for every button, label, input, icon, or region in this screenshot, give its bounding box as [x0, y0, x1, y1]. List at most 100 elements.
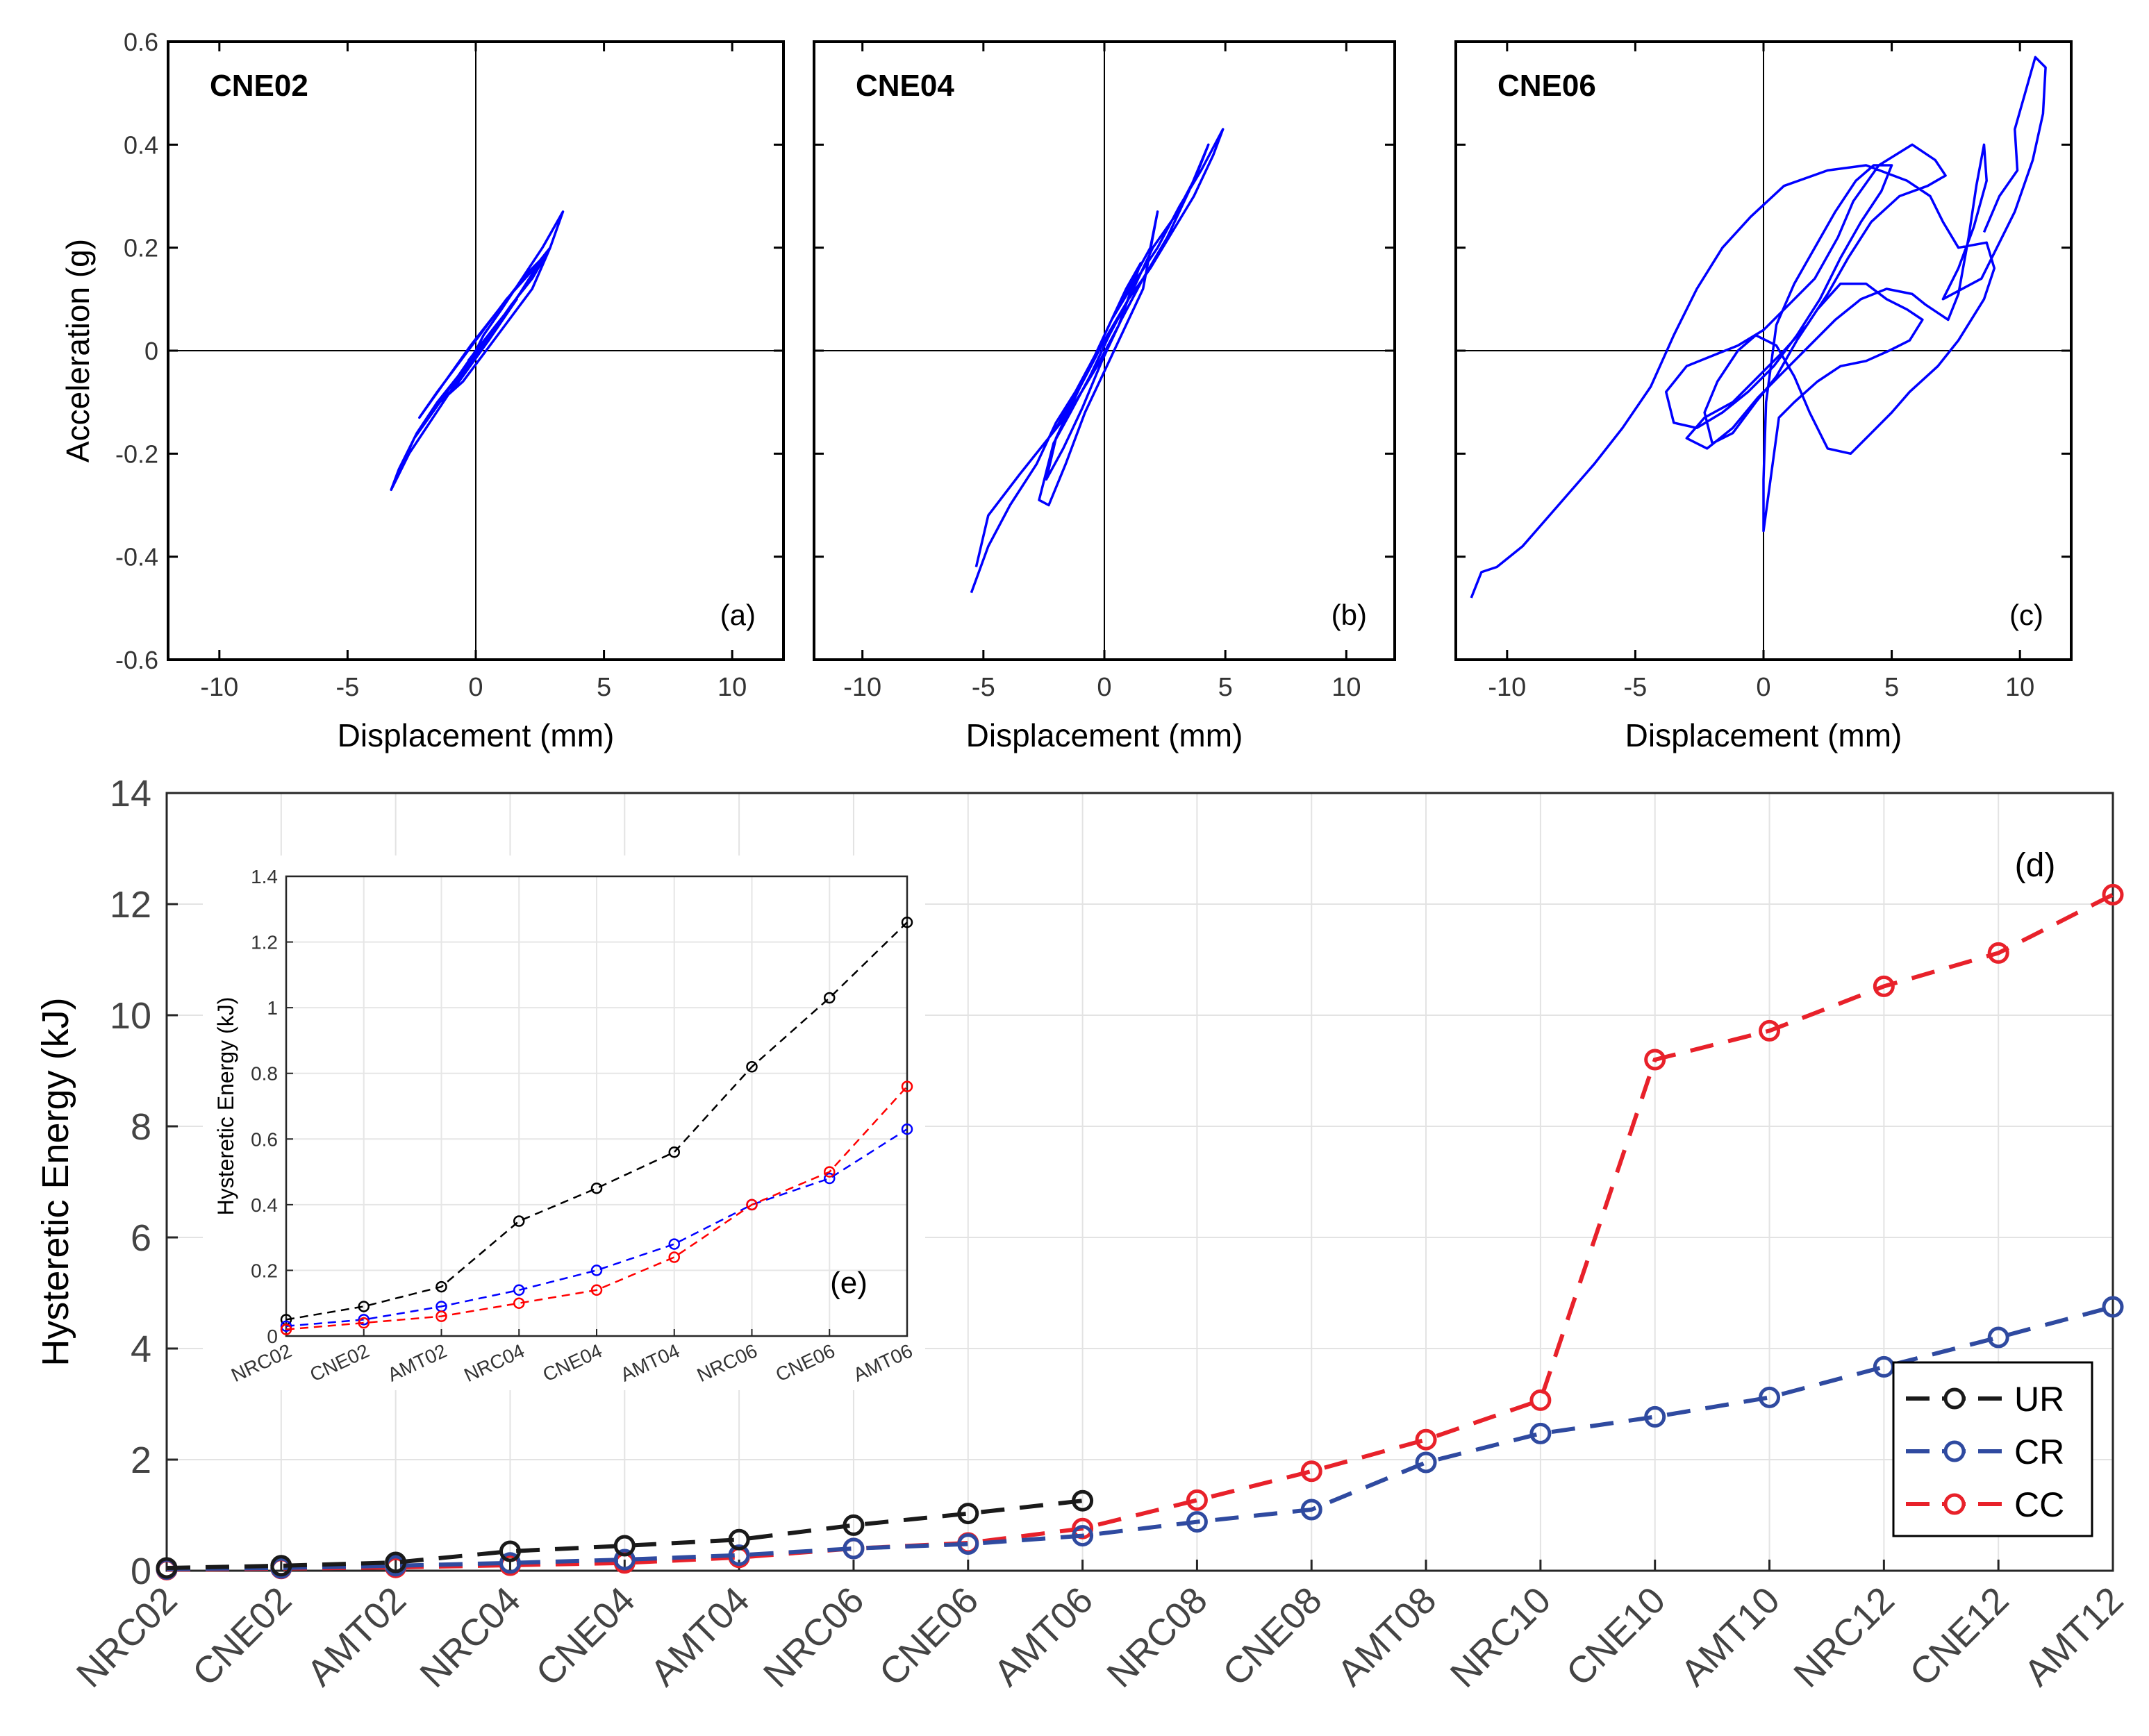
data-point	[728, 1528, 750, 1551]
data-point	[2102, 883, 2124, 905]
data-point	[746, 1061, 758, 1073]
legend-marker	[1943, 1440, 1966, 1462]
data-point	[668, 1146, 680, 1158]
x-tick-label: AMT08	[1329, 1579, 1445, 1694]
data-point	[1873, 975, 1895, 997]
data-point	[385, 1551, 407, 1574]
x-axis-label: Displacement (mm)	[1625, 717, 1902, 753]
hysteresis-curve	[390, 210, 565, 492]
hysteresis-curve	[1470, 56, 2047, 599]
data-point	[728, 1544, 750, 1567]
x-tick-label: -10	[200, 673, 238, 702]
x-tick-label: AMT02	[299, 1579, 415, 1694]
legend-marker	[1943, 1387, 1966, 1410]
y-tick-label: 0.4	[124, 131, 158, 159]
legend-item-UR: UR	[1906, 1380, 2064, 1419]
series-CR	[156, 1296, 2124, 1580]
inset-series-UR	[280, 916, 913, 1326]
data-point	[1987, 1326, 2009, 1349]
hysteresis-curve	[970, 128, 1225, 594]
y-tick-label: 0	[144, 337, 158, 365]
x-tick-label: CNE06	[872, 1579, 987, 1694]
data-point	[843, 1514, 865, 1536]
series-line	[285, 1128, 908, 1328]
y-tick-label: 12	[110, 884, 151, 926]
data-point	[1072, 1489, 1094, 1512]
series-line	[285, 1085, 908, 1330]
data-point	[590, 1265, 603, 1276]
legend-item-CR: CR	[1906, 1433, 2064, 1471]
data-point	[1186, 1511, 1208, 1533]
data-point	[590, 1182, 603, 1194]
legend-item-CC: CC	[1906, 1485, 2064, 1524]
data-point	[901, 1123, 913, 1135]
y-tick-label: -0.2	[115, 440, 158, 468]
data-point	[513, 1284, 525, 1296]
legend: UR CR CC	[1892, 1361, 2093, 1537]
y-tick-label: 0.6	[251, 1128, 278, 1150]
x-tick-label: 5	[597, 673, 611, 702]
data-point	[499, 1552, 521, 1574]
data-point	[513, 1215, 525, 1227]
x-tick-label: AMT12	[2016, 1579, 2132, 1694]
x-tick-label: NRC12	[1786, 1579, 1902, 1696]
data-point	[1415, 1451, 1437, 1474]
data-point	[1644, 1405, 1666, 1428]
y-axis-label: Hysteretic Energy (kJ)	[213, 997, 238, 1216]
x-tick-label: 0	[1756, 673, 1770, 702]
x-tick-label: 10	[2005, 673, 2034, 702]
data-point	[1300, 1460, 1322, 1483]
y-tick-label: 0	[131, 1551, 151, 1592]
data-point	[270, 1555, 292, 1577]
data-point	[358, 1314, 370, 1326]
data-point	[280, 1320, 292, 1333]
y-tick-label: 0.2	[124, 234, 158, 262]
data-point	[901, 1080, 913, 1092]
data-point	[957, 1533, 979, 1555]
hysteresis-panel-3: -10 -5 0 5 10 CNE06 (c) Displacement (mm)	[1454, 40, 2073, 753]
inset-series-CC	[280, 1080, 913, 1335]
data-point	[1644, 1049, 1666, 1071]
x-tick-label: -5	[972, 673, 995, 702]
data-point	[613, 1549, 636, 1571]
x-tick-label: CNE10	[1559, 1579, 1674, 1694]
x-tick-label: 0	[468, 673, 483, 702]
plot-frame	[165, 792, 2114, 1572]
panel-title: CNE06	[1497, 69, 1596, 103]
x-tick-label: AMT06	[986, 1579, 1102, 1694]
y-tick-label: 1	[267, 997, 278, 1019]
y-tick-label: 6	[131, 1217, 151, 1259]
data-point	[1300, 1499, 1322, 1521]
x-tick-label: NRC04	[412, 1579, 529, 1696]
data-point	[1759, 1019, 1781, 1042]
data-point	[843, 1537, 865, 1560]
x-tick-label: -5	[336, 673, 360, 702]
series-line	[166, 892, 2114, 1572]
x-tick-label: AMT10	[1673, 1579, 1789, 1694]
data-point	[824, 1166, 836, 1178]
data-point	[280, 1324, 292, 1335]
legend-label: CC	[2014, 1485, 2064, 1524]
x-tick-label: NRC10	[1443, 1579, 1559, 1696]
y-tick-label: -0.6	[115, 646, 158, 674]
y-axis-label: Hysteretic Energy (kJ)	[35, 997, 76, 1366]
panel-title: CNE04	[856, 69, 954, 103]
x-tick-label: 10	[717, 673, 747, 702]
data-point	[435, 1310, 447, 1322]
y-tick-label: 0.8	[251, 1063, 278, 1085]
series-UR	[156, 1489, 1094, 1579]
x-axis-label: Displacement (mm)	[966, 717, 1243, 753]
y-axis-label: Acceleration (g)	[60, 239, 96, 462]
x-tick-label: -5	[1624, 673, 1648, 702]
panel-annotation: (c)	[2009, 599, 2043, 631]
data-point	[513, 1297, 525, 1309]
x-tick-label: 5	[1218, 673, 1233, 702]
data-point	[358, 1301, 370, 1312]
y-tick-label: 8	[131, 1106, 151, 1148]
data-point	[358, 1317, 370, 1329]
x-tick-label: CNE08	[1215, 1579, 1330, 1694]
x-axis-label: Displacement (mm)	[338, 717, 615, 753]
y-tick-label: 10	[110, 995, 151, 1037]
data-point	[1415, 1428, 1437, 1451]
